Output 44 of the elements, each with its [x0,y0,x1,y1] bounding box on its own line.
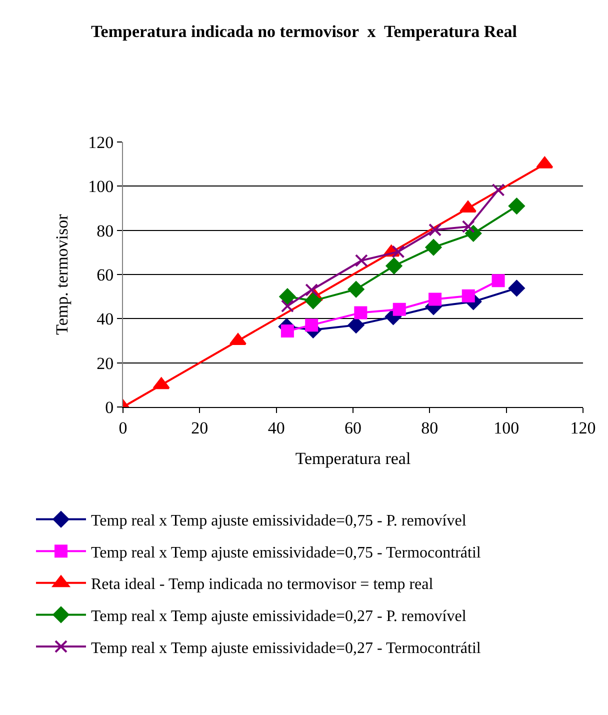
point [508,280,525,296]
point [354,254,368,268]
point [304,292,322,309]
y-tick-label: 20 [96,354,114,373]
legend-label: Temp real x Temp ajuste emissividade=0,27 - P. removível [91,608,467,625]
y-tick-label: 40 [96,310,114,329]
point [386,258,402,274]
x-tick-label: 80 [421,418,438,438]
point [428,223,442,236]
y-tick-label: 60 [96,265,114,284]
point [428,292,442,306]
legend-label: Temp real x Temp ajuste emissividade=0,27 - Termocontrátil [91,640,482,657]
point [280,300,294,313]
x-axis-title: Temperatura real [295,448,411,468]
x-tick-label: 60 [344,418,362,438]
legend-label: Temp real x Temp ajuste emissividade=0,75 - P. removível [91,512,467,530]
point [348,316,364,334]
chart-title: Temperatura indicada no termovisor x Temperatura Real [91,22,518,41]
x-tick-label: 100 [494,418,520,438]
point [508,198,525,214]
y-tick-label: 120 [88,132,114,152]
y-tick-label: 80 [96,221,114,240]
point [462,289,475,302]
legend-label: Reta ideal - Temp indicada no termovisor = temp real [91,576,434,594]
point [492,274,505,288]
point [392,302,406,316]
legend-label: Temp real x Temp ajuste emissividade=0,75 - Termocontrátil [91,544,482,562]
point [392,245,405,258]
x-tick-label: 20 [191,418,208,438]
point [279,288,296,305]
y-tick-label: 100 [88,177,114,196]
point [280,324,294,338]
point [465,225,482,242]
point [305,318,318,332]
point [354,306,368,320]
x-tick-label: 40 [268,418,285,438]
point [425,239,442,256]
y-axis-title: Temp. termovisor [52,214,72,335]
x-tick-label: 0 [118,418,128,438]
point [492,183,505,196]
point [305,283,318,296]
y-tick-label: 0 [105,398,114,417]
point [348,281,364,298]
x-tick-label: 120 [570,418,596,438]
